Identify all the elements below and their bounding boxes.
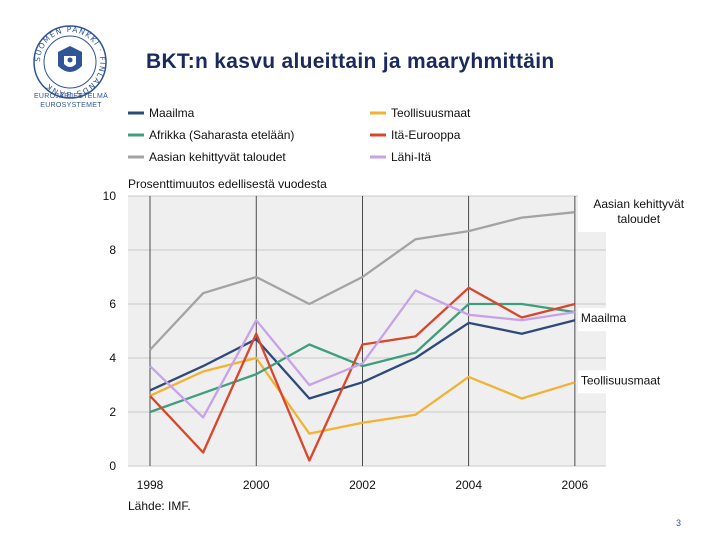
x-tick-2004: 2004 — [455, 478, 482, 492]
y-tick-labels: 0 2 4 6 8 10 — [103, 189, 117, 473]
logo-subtitle: EUROJÄRJESTELMÄ EUROSYSTEMET — [26, 92, 116, 110]
y-tick-8: 8 — [109, 243, 116, 257]
x-tick-2000: 2000 — [243, 478, 270, 492]
y-tick-6: 6 — [109, 297, 116, 311]
source-note: Lähde: IMF. — [128, 499, 191, 513]
bank-seal-logo: SUOMEN PANKKI · FINLANDS BANK — [33, 25, 107, 99]
x-tick-1998: 1998 — [137, 478, 164, 492]
x-tick-2006: 2006 — [562, 478, 589, 492]
series-line-maailma — [149, 319, 576, 400]
annotation-label-teollisuusmaat-0: Teollisuusmaat — [581, 373, 661, 387]
page-number: 3 — [676, 518, 682, 528]
annotation-box-teollisuusmaat — [577, 370, 680, 394]
logo-sub-1: EUROJÄRJESTELMÄ — [33, 93, 109, 100]
series-line-lähi-itä — [149, 289, 576, 419]
legend-label-lähi-itä: Lähi-Itä — [391, 150, 431, 164]
legend-label-itä-eurooppa: Itä-Eurooppa — [391, 128, 461, 142]
series-line-aasian-kehittyvät-taloudet — [149, 211, 576, 351]
legend-label-maailma: Maailma — [149, 106, 195, 120]
series-line-itä-eurooppa — [149, 286, 576, 462]
chart-legend: Maailma Teollisuusmaat Afrikka (Saharasta … — [128, 106, 471, 164]
y-tick-10: 10 — [103, 189, 117, 203]
y-tick-0: 0 — [109, 459, 116, 473]
series-line-teollisuusmaat — [149, 356, 576, 435]
legend-label-afrikka-saharasta-etelään: Afrikka (Saharasta etelään) — [149, 128, 294, 142]
annotation-box-aasian-kehittyvät-taloudet — [577, 194, 700, 232]
annotation-label-maailma-0: Maailma — [581, 311, 627, 325]
legend-label-aasian-kehittyvät-taloudet: Aasian kehittyvät taloudet — [149, 150, 286, 164]
y-tick-4: 4 — [109, 351, 116, 365]
annotation-label-aasian-kehittyvät-taloudet-1: taloudet — [617, 212, 660, 226]
series-layer — [149, 211, 576, 462]
y-tick-2: 2 — [109, 405, 116, 419]
annotation-box-maailma — [577, 308, 632, 332]
y-axis-label: Prosenttimuutos edellisestä vuodesta — [128, 177, 327, 191]
annotation-label-aasian-kehittyvät-taloudet-0: Aasian kehittyvät — [593, 197, 684, 211]
x-tick-2002: 2002 — [349, 478, 376, 492]
x-tick-labels: 1998 2000 2002 2004 2006 — [137, 478, 589, 492]
page-title: BKT:n kasvu alueittain ja maaryhmittäin — [146, 50, 555, 73]
logo-sub-2: EUROSYSTEMET — [40, 102, 102, 109]
legend-label-teollisuusmaat: Teollisuusmaat — [391, 106, 471, 120]
